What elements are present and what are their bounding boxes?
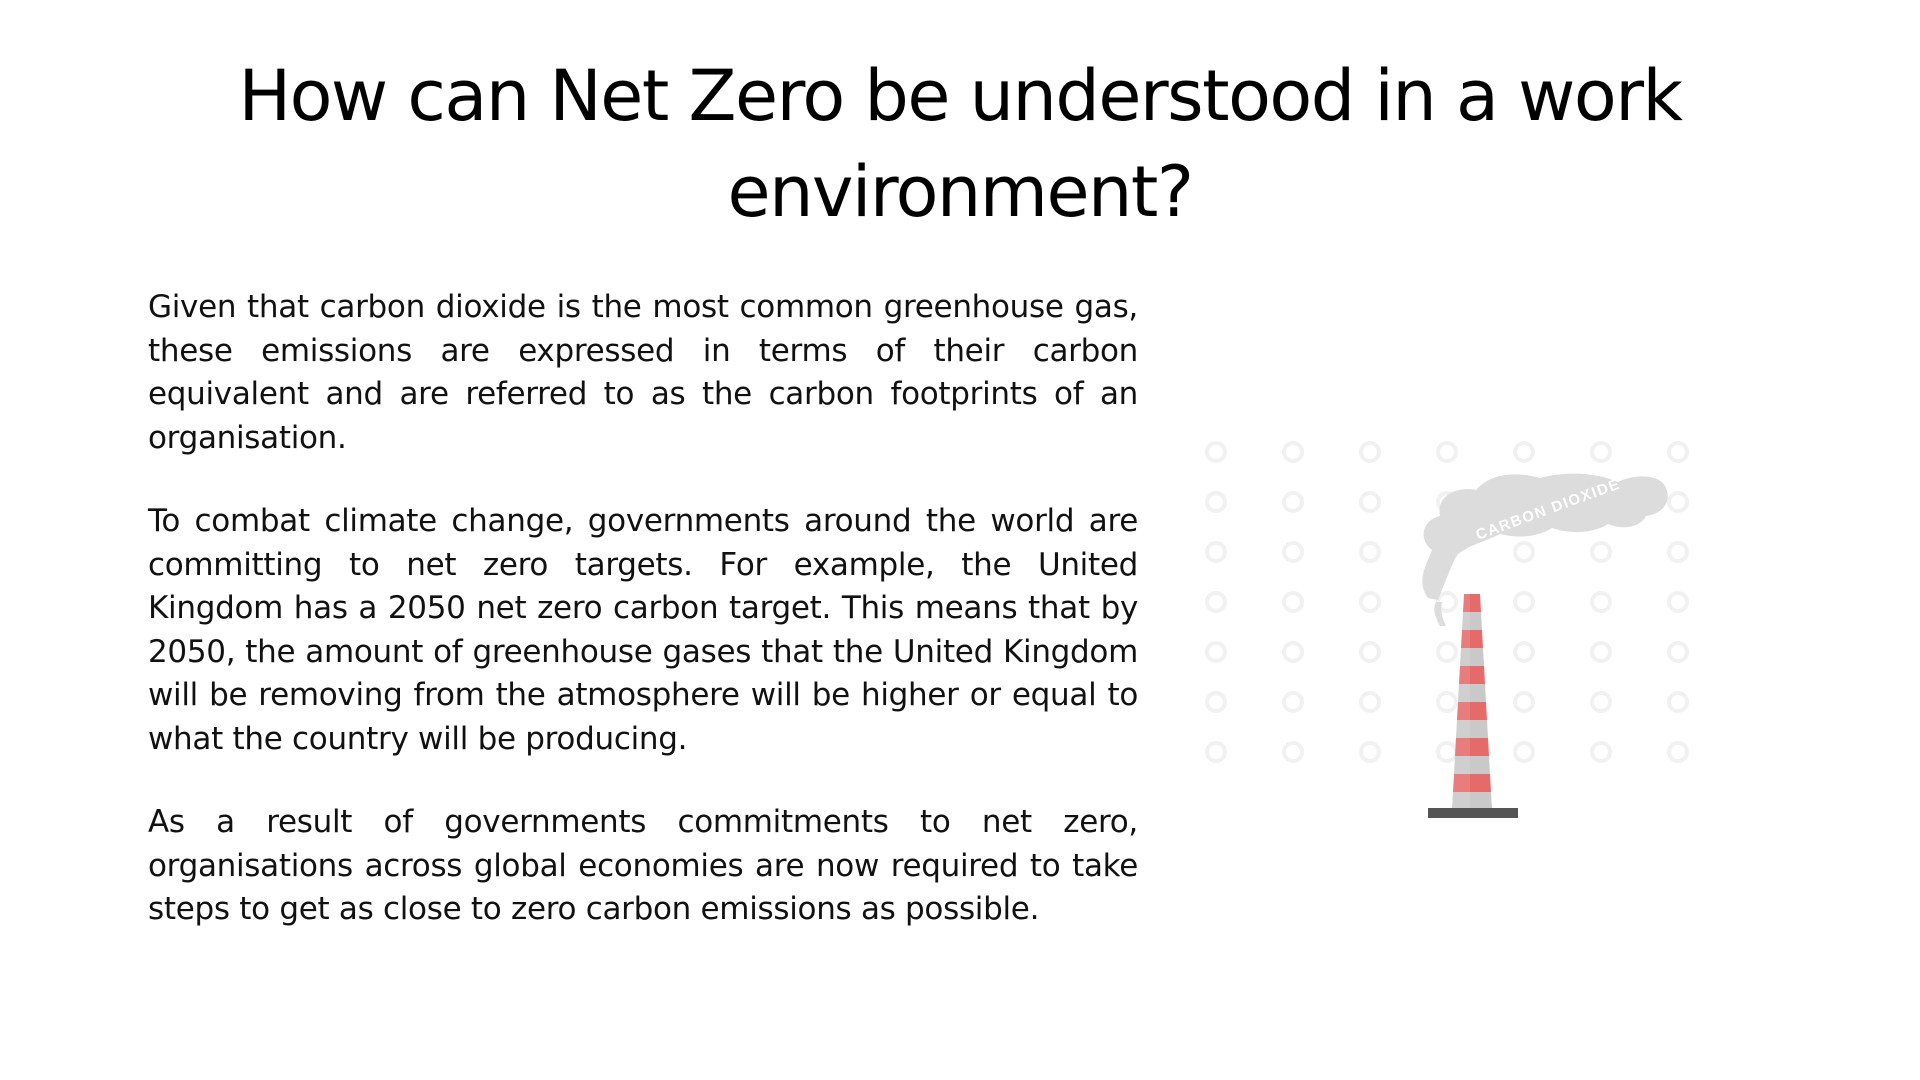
smokestack-icon: CARBON DIOXIDE <box>1205 441 1689 818</box>
watermark-mark <box>1205 441 1227 463</box>
paragraph-organisations: As a result of governments commitments t… <box>148 804 1138 927</box>
watermark-mark <box>1590 441 1612 463</box>
watermark-mark <box>1205 641 1227 663</box>
watermark-mark <box>1205 491 1227 513</box>
watermark-mark <box>1282 491 1304 513</box>
watermark-mark <box>1359 741 1381 763</box>
watermark-mark <box>1205 591 1227 613</box>
watermark-mark <box>1590 541 1612 563</box>
watermark-mark <box>1282 541 1304 563</box>
watermark-mark <box>1667 541 1689 563</box>
slide-title: How can Net Zero be understood in a work… <box>238 55 1683 233</box>
watermark-mark <box>1513 541 1535 563</box>
watermark-mark <box>1359 541 1381 563</box>
watermark-mark <box>1590 741 1612 763</box>
watermark-mark <box>1436 641 1458 663</box>
watermark-mark <box>1436 741 1458 763</box>
watermark-mark <box>1436 441 1458 463</box>
watermark-mark <box>1667 441 1689 463</box>
watermark-mark <box>1205 741 1227 763</box>
watermark-mark <box>1359 491 1381 513</box>
paragraph-carbon-footprint: Given that carbon dioxide is the most co… <box>148 289 1138 456</box>
watermark-mark <box>1513 691 1535 713</box>
watermark-mark <box>1359 691 1381 713</box>
chimney-stripe <box>1452 720 1492 738</box>
watermark-mark <box>1590 641 1612 663</box>
body-text: Given that carbon dioxide is the most co… <box>148 286 1138 972</box>
watermark-mark <box>1513 741 1535 763</box>
chimney-stripe <box>1452 702 1492 720</box>
smoke-cloud <box>1422 473 1668 626</box>
watermark-mark <box>1667 491 1689 513</box>
watermark-mark <box>1282 691 1304 713</box>
watermark-mark <box>1282 741 1304 763</box>
chimney-stripe <box>1452 756 1492 774</box>
chimney-stripe <box>1452 738 1492 756</box>
watermark-mark <box>1436 691 1458 713</box>
chimney-stripe <box>1452 648 1492 666</box>
watermark-mark <box>1359 441 1381 463</box>
watermark-mark <box>1359 641 1381 663</box>
chimney-stripe <box>1452 774 1492 792</box>
watermark-mark <box>1513 441 1535 463</box>
chimney <box>1428 594 1518 818</box>
watermark-mark <box>1513 641 1535 663</box>
chimney-stripe <box>1452 630 1492 648</box>
watermark-mark <box>1282 441 1304 463</box>
watermark-mark <box>1205 541 1227 563</box>
watermark-mark <box>1667 691 1689 713</box>
chimney-stripe <box>1452 612 1492 630</box>
smokestack-illustration: CARBON DIOXIDE <box>1200 430 1760 850</box>
watermark-mark <box>1590 691 1612 713</box>
chimney-stripe <box>1452 684 1492 702</box>
watermark-mark <box>1282 641 1304 663</box>
paragraph-net-zero-targets: To combat climate change, governments ar… <box>148 503 1138 757</box>
watermark-mark <box>1513 591 1535 613</box>
chimney-base <box>1428 808 1518 818</box>
watermark-mark <box>1590 591 1612 613</box>
chimney-stripe <box>1452 792 1492 810</box>
watermark-mark <box>1205 691 1227 713</box>
watermark-mark <box>1282 591 1304 613</box>
watermark-mark <box>1667 641 1689 663</box>
watermark-mark <box>1667 741 1689 763</box>
watermark-mark <box>1359 591 1381 613</box>
chimney-stripe <box>1452 666 1492 684</box>
watermark-mark <box>1667 591 1689 613</box>
